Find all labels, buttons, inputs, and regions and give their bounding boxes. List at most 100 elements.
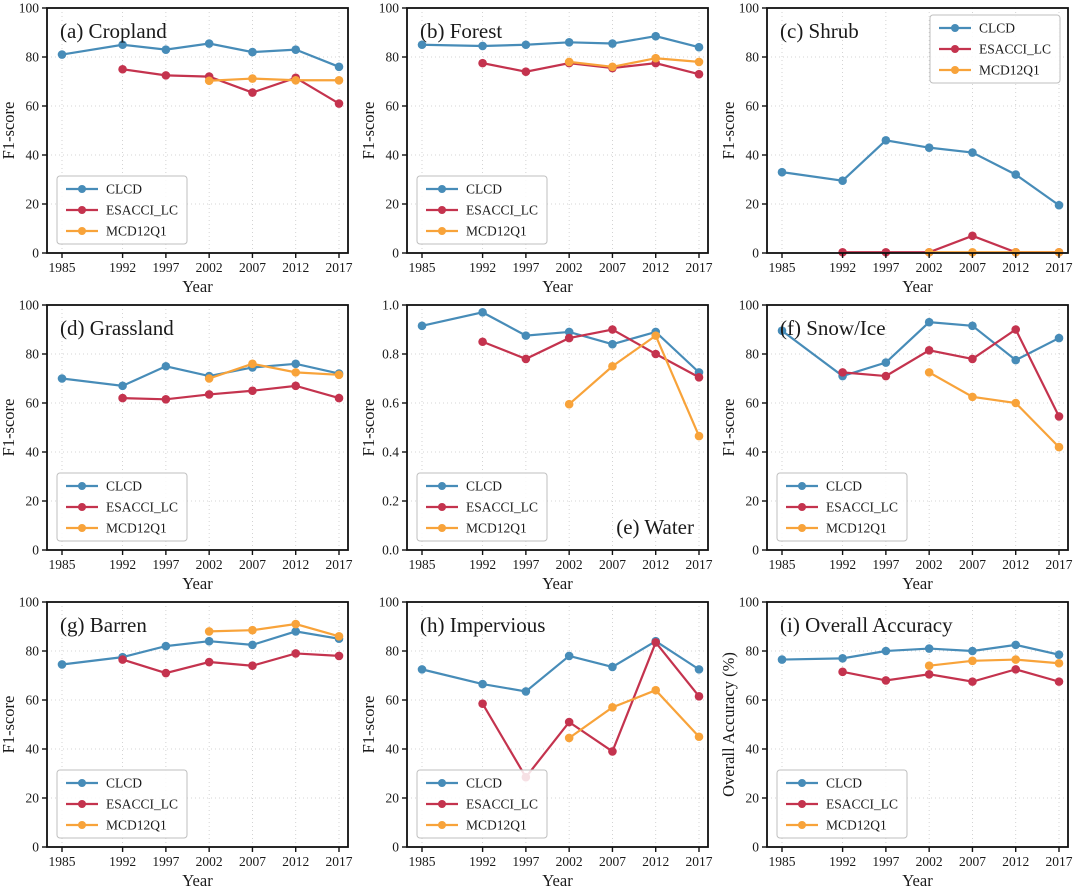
panel-i-overall-accuracy: 1985 1992 1997 2002 2007 2012 2017 0 20 40 60 80 100… <box>719 594 1080 891</box>
x-tick-label: 2017 <box>1046 854 1073 869</box>
data-point-CLCD <box>564 327 574 337</box>
data-point-MCD12Q1 <box>924 661 934 670</box>
y-tick-label: 0 <box>392 840 399 855</box>
data-point-ESACCI_LC <box>838 667 847 677</box>
x-tick-label: 2017 <box>1046 557 1073 572</box>
data-point-CLCD <box>564 38 574 47</box>
data-point-MCD12Q1 <box>564 399 574 409</box>
x-tick-label: 2012 <box>282 854 309 869</box>
legend-marker-MCD12Q1 <box>951 66 959 74</box>
x-tick-label: 2007 <box>239 260 266 275</box>
series-line-ESACCI_LC <box>481 640 700 780</box>
y-tick-label: 40 <box>746 445 760 460</box>
data-point-ESACCI_LC <box>161 71 171 80</box>
legend-box <box>416 769 548 839</box>
data-point-MCD12Q1 <box>248 625 257 635</box>
legend-label-ESACCI_LC: ESACCI_LC <box>826 797 898 812</box>
legend-label-ESACCI_LC: ESACCI_LC <box>466 797 538 812</box>
legend-box <box>416 175 548 245</box>
legend-marker-CLCD <box>438 779 446 787</box>
legend-label-MCD12Q1: MCD12Q1 <box>106 224 167 239</box>
x-tick-label: 1985 <box>769 260 796 275</box>
y-tick-label: 0 <box>752 543 759 558</box>
legend-marker-ESACCI_LC <box>438 206 446 214</box>
legend-marker-ESACCI_LC <box>78 503 86 511</box>
x-axis-label: Year <box>182 871 213 890</box>
series-line-ESACCI_LC <box>842 668 1060 683</box>
data-point-CLCD <box>57 660 67 669</box>
panel-title: (g) Barren <box>60 613 147 637</box>
x-tick-label: 2012 <box>1002 854 1029 869</box>
legend-label-CLCD: CLCD <box>106 182 142 197</box>
y-tick-label: 0 <box>752 246 759 261</box>
x-tick-label: 1992 <box>109 854 136 869</box>
data-point-CLCD <box>334 62 344 72</box>
data-point-CLCD <box>694 42 704 52</box>
data-point-ESACCI_LC <box>248 88 257 97</box>
data-point-ESACCI_LC <box>968 354 977 364</box>
x-tick-label: 1992 <box>469 260 496 275</box>
y-tick-label: 80 <box>746 644 760 659</box>
y-tick-label: 60 <box>746 693 760 708</box>
data-point-CLCD <box>881 136 891 145</box>
x-tick-label: 2017 <box>686 557 713 572</box>
data-point-ESACCI_LC <box>161 395 171 404</box>
legend-box <box>56 472 188 542</box>
data-point-ESACCI_LC <box>881 371 891 381</box>
x-tick-label: 2012 <box>1002 260 1029 275</box>
data-point-CLCD <box>777 326 787 336</box>
data-point-MCD12Q1 <box>291 619 301 629</box>
y-tick-label: 0 <box>32 246 39 261</box>
data-point-CLCD <box>1011 640 1021 650</box>
plot-border <box>766 7 1069 254</box>
data-point-CLCD <box>478 41 487 51</box>
x-tick-label: 2012 <box>282 557 309 572</box>
data-point-ESACCI_LC <box>924 669 934 679</box>
data-point-MCD12Q1 <box>291 75 301 85</box>
data-point-ESACCI_LC <box>694 372 704 382</box>
x-tick-label: 2002 <box>916 260 943 275</box>
y-tick-label: 100 <box>739 298 760 313</box>
chart-svg-c: 1985 1992 1997 2002 2007 2012 2017 0 20 40 60 80 100… <box>719 1 1073 297</box>
y-axis-label: F1-score <box>720 102 738 160</box>
data-point-MCD12Q1 <box>334 632 344 641</box>
data-point-ESACCI_LC <box>694 692 704 701</box>
y-axis-label: F1-score <box>360 399 378 457</box>
y-tick-label: 0.2 <box>382 494 399 509</box>
data-point-MCD12Q1 <box>1054 442 1064 452</box>
legend-marker-MCD12Q1 <box>78 524 86 532</box>
legend-label-MCD12Q1: MCD12Q1 <box>466 818 527 833</box>
data-point-ESACCI_LC <box>608 747 617 756</box>
legend-label-MCD12Q1: MCD12Q1 <box>466 521 527 536</box>
x-tick-label: 1992 <box>829 854 856 869</box>
series-line-MCD12Q1 <box>208 362 340 380</box>
data-point-MCD12Q1 <box>1054 658 1064 668</box>
data-point-MCD12Q1 <box>334 75 344 85</box>
data-point-CLCD <box>881 358 891 367</box>
y-tick-label: 100 <box>739 1 760 16</box>
x-tick-label: 2017 <box>326 854 353 869</box>
chart-svg-b: 1985 1992 1997 2002 2007 2012 2017 0 20 40 60 80 100… <box>359 1 713 297</box>
data-point-CLCD <box>694 665 704 674</box>
legend-marker-CLCD <box>78 185 86 193</box>
x-tick-label: 2002 <box>556 557 583 572</box>
legend-marker-CLCD <box>78 779 86 787</box>
x-tick-label: 2002 <box>916 854 943 869</box>
panel-title: (f) Snow/Ice <box>780 316 886 340</box>
data-point-MCD12Q1 <box>651 53 661 63</box>
x-tick-label: 2002 <box>556 260 583 275</box>
data-point-CLCD <box>1054 200 1064 210</box>
data-point-MCD12Q1 <box>204 374 214 383</box>
panel-b-forest: 1985 1992 1997 2002 2007 2012 2017 0 20 40 60 80 100… <box>359 0 720 297</box>
legend-marker-CLCD <box>951 24 959 32</box>
data-point-CLCD <box>204 39 214 48</box>
plot-border <box>766 304 1069 551</box>
y-axis-label: F1-score <box>0 102 18 160</box>
panel-title: (i) Overall Accuracy <box>780 613 953 637</box>
y-tick-label: 0.8 <box>382 347 399 362</box>
x-axis-label: Year <box>182 277 213 296</box>
data-point-ESACCI_LC <box>651 349 661 359</box>
data-point-CLCD <box>881 646 891 656</box>
x-tick-label: 2002 <box>196 854 223 869</box>
legend-marker-ESACCI_LC <box>78 800 86 808</box>
